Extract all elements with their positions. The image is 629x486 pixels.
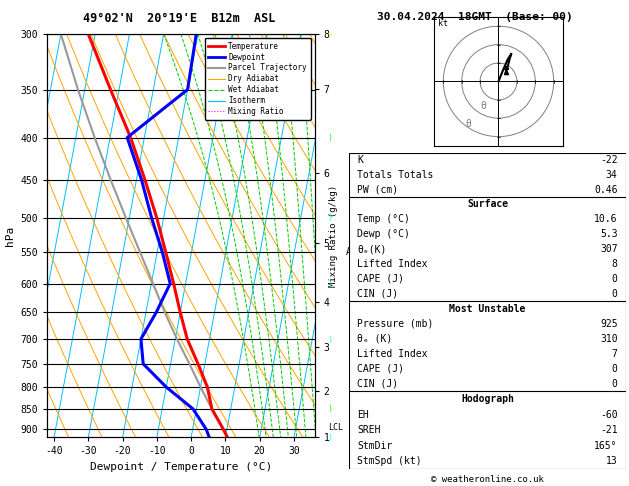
Text: ⟩: ⟩ — [328, 213, 333, 223]
Text: 0: 0 — [611, 379, 618, 389]
Text: ⟩: ⟩ — [328, 279, 333, 288]
Text: SREH: SREH — [357, 425, 381, 435]
Text: 925: 925 — [600, 319, 618, 329]
Text: θₑ (K): θₑ (K) — [357, 334, 392, 344]
Text: © weatheronline.co.uk: © weatheronline.co.uk — [431, 474, 544, 484]
Text: ⟩: ⟩ — [328, 404, 333, 414]
Text: 8: 8 — [611, 259, 618, 269]
Text: EH: EH — [357, 410, 369, 419]
Text: 7: 7 — [611, 349, 618, 359]
Text: 34: 34 — [606, 170, 618, 180]
Text: Mixing Ratio (g/kg): Mixing Ratio (g/kg) — [329, 185, 338, 287]
Text: 49°02'N  20°19'E  B12m  ASL: 49°02'N 20°19'E B12m ASL — [83, 12, 276, 25]
Text: 0: 0 — [611, 289, 618, 299]
Text: Hodograph: Hodograph — [461, 394, 514, 404]
Text: ⚡: ⚡ — [328, 30, 333, 38]
Text: Pressure (mb): Pressure (mb) — [357, 319, 434, 329]
Text: kt: kt — [438, 19, 448, 28]
Text: K: K — [357, 156, 364, 165]
Text: 30.04.2024  18GMT  (Base: 00): 30.04.2024 18GMT (Base: 00) — [377, 12, 573, 22]
Text: ⟩: ⟩ — [328, 133, 333, 142]
Text: Totals Totals: Totals Totals — [357, 170, 434, 180]
Text: θₑ(K): θₑ(K) — [357, 244, 387, 254]
Text: ⟩: ⟩ — [328, 334, 333, 344]
Y-axis label: km
ASL: km ASL — [345, 236, 363, 257]
Text: Most Unstable: Most Unstable — [449, 304, 526, 314]
Text: Dewp (°C): Dewp (°C) — [357, 229, 410, 239]
Text: Surface: Surface — [467, 199, 508, 209]
Text: 5.3: 5.3 — [600, 229, 618, 239]
Text: 0.46: 0.46 — [594, 185, 618, 194]
Text: 307: 307 — [600, 244, 618, 254]
Legend: Temperature, Dewpoint, Parcel Trajectory, Dry Adiabat, Wet Adiabat, Isotherm, Mi: Temperature, Dewpoint, Parcel Trajectory… — [204, 38, 311, 120]
X-axis label: Dewpoint / Temperature (°C): Dewpoint / Temperature (°C) — [90, 462, 272, 472]
Text: CIN (J): CIN (J) — [357, 289, 399, 299]
Text: Temp (°C): Temp (°C) — [357, 214, 410, 224]
Text: θ: θ — [480, 101, 486, 111]
Text: -21: -21 — [600, 425, 618, 435]
Text: 13: 13 — [606, 456, 618, 466]
Text: 0: 0 — [611, 274, 618, 284]
Text: LCL: LCL — [328, 423, 343, 432]
Text: θ: θ — [465, 120, 471, 129]
Text: Lifted Index: Lifted Index — [357, 259, 428, 269]
Text: Lifted Index: Lifted Index — [357, 349, 428, 359]
Y-axis label: hPa: hPa — [5, 226, 15, 246]
Text: 310: 310 — [600, 334, 618, 344]
Text: StmSpd (kt): StmSpd (kt) — [357, 456, 422, 466]
Text: -60: -60 — [600, 410, 618, 419]
Text: -22: -22 — [600, 156, 618, 165]
Text: CAPE (J): CAPE (J) — [357, 274, 404, 284]
Text: 165°: 165° — [594, 441, 618, 451]
Text: 0: 0 — [611, 364, 618, 374]
Text: ⟩: ⟩ — [328, 433, 333, 442]
Text: PW (cm): PW (cm) — [357, 185, 399, 194]
Text: CIN (J): CIN (J) — [357, 379, 399, 389]
Text: StmDir: StmDir — [357, 441, 392, 451]
Text: 10.6: 10.6 — [594, 214, 618, 224]
Text: CAPE (J): CAPE (J) — [357, 364, 404, 374]
